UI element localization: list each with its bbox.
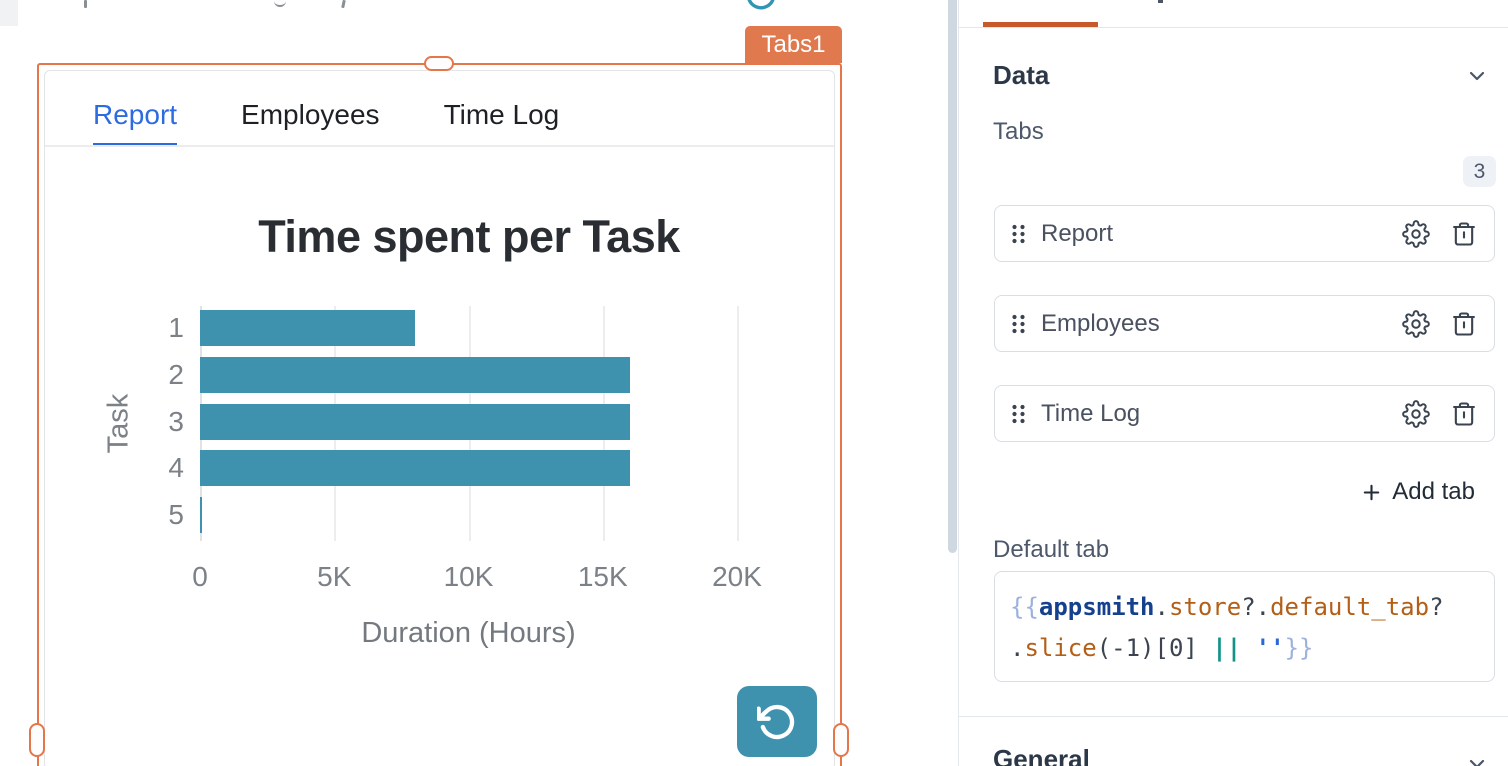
clipped-text-fragment xyxy=(274,0,286,7)
widget-tab-employees[interactable]: Employees xyxy=(241,99,380,130)
code-line: .slice(-1)[0] || ''}} xyxy=(1010,634,1314,662)
trash-icon[interactable] xyxy=(1450,220,1478,248)
widget-tab-bar: Report Employees Time Log xyxy=(45,93,834,147)
code-line: {{appsmith.store?.default_tab? xyxy=(1010,593,1444,621)
chevron-down-icon[interactable] xyxy=(1465,752,1489,766)
tab-bar-divider xyxy=(45,145,834,147)
chart-plot-area: Task 1 2 3 4 5 xyxy=(103,306,739,541)
section-divider xyxy=(959,716,1508,717)
chevron-down-icon[interactable] xyxy=(1465,64,1489,93)
widget-tab-report[interactable]: Report xyxy=(93,93,178,147)
chart-bar-task-5 xyxy=(200,497,203,534)
x-tick-label: 0 xyxy=(192,561,208,592)
clipped-tab-text-fragment xyxy=(1158,0,1163,3)
default-tab-code[interactable]: {{appsmith.store?.default_tab? .slice(-1)… xyxy=(994,571,1495,682)
drag-handle-icon[interactable] xyxy=(1011,313,1026,335)
tab-item-label: Report xyxy=(1041,219,1114,247)
add-tab-button[interactable]: Add tab xyxy=(1360,477,1475,507)
pane-tabs-divider xyxy=(959,27,1508,28)
x-tick-label: 10K xyxy=(443,561,494,592)
section-header-general[interactable]: General xyxy=(993,744,1090,766)
gear-icon[interactable] xyxy=(1402,219,1430,248)
y-category-label: 4 xyxy=(168,452,184,484)
x-tick-label: 15K xyxy=(577,561,628,592)
chart-x-axis-title: Duration (Hours) xyxy=(361,617,576,649)
tab-item-report[interactable]: Report xyxy=(994,205,1495,262)
add-tab-label: Add tab xyxy=(1392,478,1475,505)
y-category-label: 5 xyxy=(168,499,184,531)
y-category-label: 1 xyxy=(168,312,184,343)
resize-handle-top[interactable] xyxy=(424,56,454,71)
section-header-data[interactable]: Data xyxy=(993,60,1050,90)
clipped-refresh-icon xyxy=(742,0,782,13)
widget-name-badge[interactable]: Tabs1 xyxy=(745,26,842,63)
resize-handle-right[interactable] xyxy=(833,723,849,757)
property-pane: Data Tabs 3 Report Employees Time Log Add … xyxy=(958,0,1508,766)
clipped-text-fragment xyxy=(341,0,346,9)
chart-bar-task-4 xyxy=(200,450,630,487)
default-tab-label: Default tab xyxy=(993,536,1110,563)
drag-handle-icon[interactable] xyxy=(1011,403,1026,425)
pane-active-tab-indicator xyxy=(983,22,1098,27)
tab-item-label: Time Log xyxy=(1041,399,1141,427)
chart-bar-task-3 xyxy=(200,403,630,440)
chart-bar-task-2 xyxy=(200,356,630,393)
chart-refresh-button[interactable] xyxy=(737,686,817,757)
tabs-widget[interactable]: Report Employees Time Log Time spent per T… xyxy=(44,70,835,766)
gridline xyxy=(737,306,739,541)
x-tick-label: 20K xyxy=(712,561,762,592)
gear-icon[interactable] xyxy=(1402,399,1430,428)
chart-bar-task-1 xyxy=(200,310,415,346)
rotate-ccw-icon xyxy=(757,702,797,742)
gear-icon[interactable] xyxy=(1402,309,1430,338)
x-tick-label: 5K xyxy=(317,561,352,592)
tab-item-employees[interactable]: Employees xyxy=(994,295,1495,352)
chart-title: Time spent per Task xyxy=(258,211,680,262)
tab-item-label: Employees xyxy=(1041,309,1160,337)
chart-xticks: 0 5K 10K 15K 20K xyxy=(192,561,762,593)
clipped-text-fragment xyxy=(84,0,87,8)
trash-icon[interactable] xyxy=(1450,310,1478,338)
tab-item-time-log[interactable]: Time Log xyxy=(994,385,1495,442)
pane-scrollbar[interactable] xyxy=(948,0,957,553)
y-category-label: 2 xyxy=(168,358,184,390)
y-category-label: 3 xyxy=(168,405,184,437)
chart-y-axis-title: Task xyxy=(102,393,135,454)
resize-handle-left[interactable] xyxy=(29,723,45,757)
tabs-field-label: Tabs xyxy=(993,118,1044,145)
canvas-edge-strip xyxy=(0,0,18,26)
trash-icon[interactable] xyxy=(1450,400,1478,428)
widget-tab-time-log[interactable]: Time Log xyxy=(443,99,560,130)
tabs-count-badge: 3 xyxy=(1463,156,1496,187)
plus-icon xyxy=(1360,481,1383,504)
drag-handle-icon[interactable] xyxy=(1011,223,1026,245)
